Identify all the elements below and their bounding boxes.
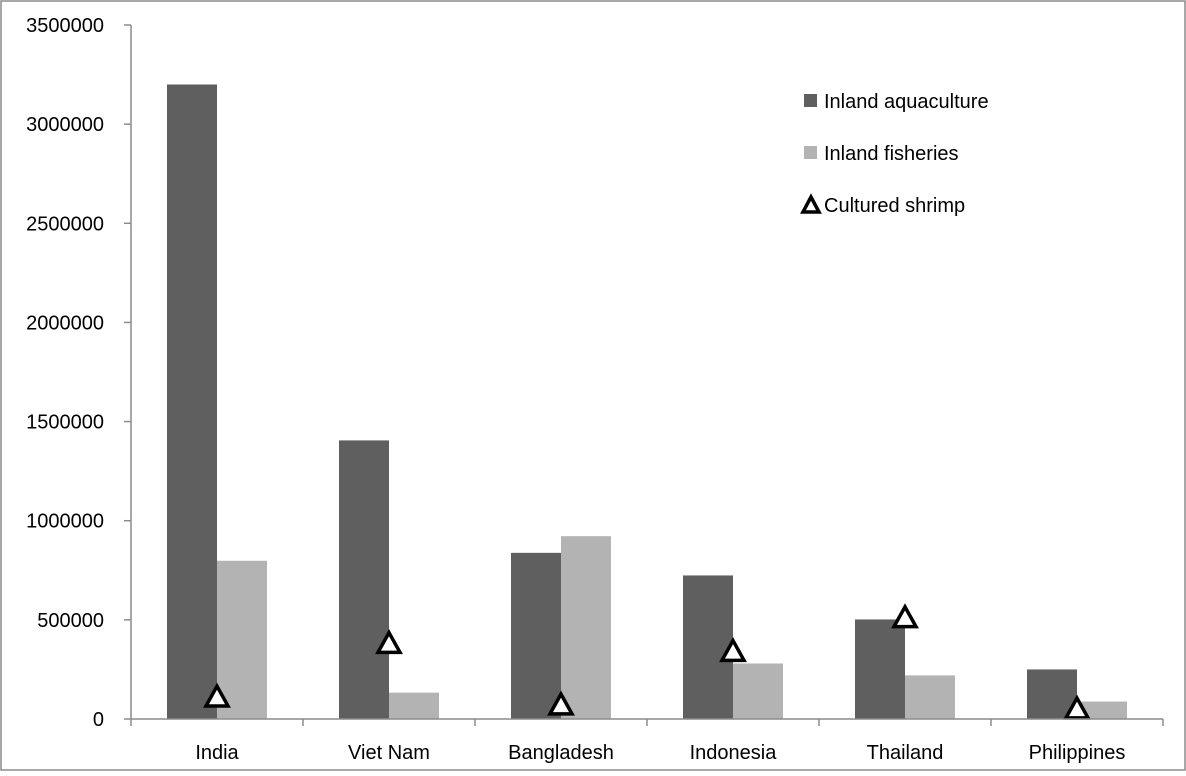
shrimp-markers	[203, 603, 1091, 720]
bar-inland-fisheries	[389, 692, 439, 719]
bars	[167, 84, 1127, 719]
bar-inland-fisheries	[217, 560, 267, 719]
marker-cultured-shrimp	[719, 636, 747, 663]
y-tick-label: 500000	[37, 610, 104, 632]
x-tick-label: Bangladesh	[508, 742, 614, 764]
bar-inland-aquaculture	[683, 575, 733, 719]
bar-inland-fisheries	[905, 675, 955, 719]
y-tick-label: 2500000	[26, 213, 104, 235]
y-tick-label: 2000000	[26, 312, 104, 334]
y-tick-label: 1500000	[26, 412, 104, 434]
bar-inland-aquaculture	[855, 619, 905, 719]
legend-marker-triangle	[800, 193, 822, 214]
legend: Inland aquaculture Inland fisheries Cultur…	[800, 91, 989, 217]
bar-inland-fisheries	[1077, 701, 1127, 719]
legend-marker	[800, 193, 822, 214]
bar-inland-fisheries	[561, 536, 611, 719]
bar-inland-aquaculture	[339, 440, 389, 719]
y-tick-label: 3500000	[26, 15, 104, 37]
y-tick-label: 1000000	[26, 511, 104, 533]
marker-cultured-shrimp	[891, 603, 919, 629]
marker-cultured-shrimp	[547, 690, 575, 716]
marker-cultured-shrimp	[1063, 694, 1091, 720]
bar-inland-aquaculture	[511, 552, 561, 719]
x-axis-ticks: India Viet Nam Bangladesh Indonesia Thailand…	[130, 719, 1164, 764]
legend-label: Cultured shrimp	[824, 195, 965, 217]
y-tick-label: 0	[93, 709, 104, 731]
bar-inland-aquaculture	[167, 84, 217, 719]
legend-label: Inland aquaculture	[824, 91, 989, 113]
y-tick-label: 3000000	[26, 114, 104, 136]
x-tick-label: Philippines	[1029, 742, 1126, 764]
y-axis-ticks: 0 500000 1000000 1500000 2000000 2500000 30000…	[26, 15, 131, 731]
bar-inland-fisheries	[733, 663, 783, 719]
legend-swatch	[804, 146, 817, 159]
legend-swatch	[804, 94, 817, 107]
marker-cultured-shrimp	[203, 682, 231, 708]
legend-label: Inland fisheries	[824, 143, 959, 165]
marker-cultured-shrimp	[375, 629, 403, 655]
x-tick-label: Viet Nam	[348, 742, 430, 764]
x-tick-label: Thailand	[867, 742, 944, 764]
x-tick-label: India	[195, 742, 239, 764]
x-tick-label: Indonesia	[690, 742, 778, 764]
